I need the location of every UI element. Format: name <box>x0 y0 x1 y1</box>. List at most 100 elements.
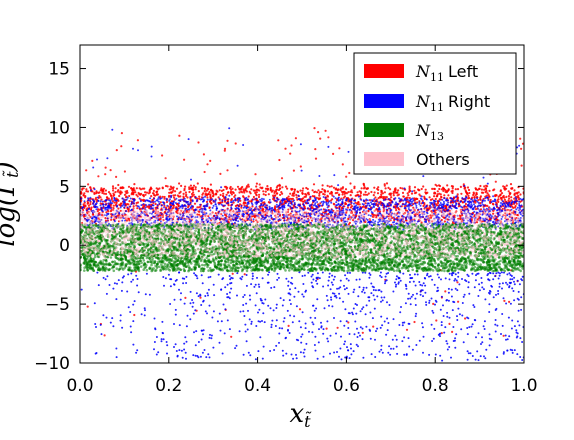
point-n11-right <box>447 201 450 204</box>
point-n11-left <box>254 173 257 176</box>
point-n11-left <box>172 194 175 197</box>
point-n11-right <box>493 200 495 203</box>
point-n11-left <box>340 219 343 222</box>
point-n11-right <box>263 202 266 205</box>
point-n11-right <box>202 205 205 208</box>
point-n11-right <box>411 277 414 279</box>
point-n11-right <box>368 299 371 302</box>
point-n11-right <box>239 310 242 313</box>
point-n11-right <box>333 317 335 319</box>
point-n11-left <box>141 199 144 202</box>
point-n11-right <box>322 196 325 198</box>
point-n11-right <box>481 336 483 339</box>
point-n11-right <box>392 221 394 224</box>
point-n11-left <box>185 217 188 220</box>
point-n11-left <box>292 169 295 172</box>
point-n11-left <box>164 177 167 180</box>
point-n11-left <box>152 192 155 195</box>
point-n11-right <box>328 272 331 275</box>
point-n11-left <box>294 137 297 140</box>
point-n11-right <box>433 327 436 330</box>
point-n11-right <box>462 198 465 201</box>
point-n11-left <box>88 214 91 217</box>
point-n11-right <box>363 291 366 294</box>
point-n11-right <box>477 202 480 204</box>
point-n11-left <box>91 159 94 162</box>
point-n11-left <box>373 191 376 194</box>
point-n11-left <box>324 189 327 192</box>
point-n11-left <box>136 139 139 142</box>
point-n11-right <box>196 277 199 280</box>
point-n11-left <box>286 187 289 190</box>
point-n11-right <box>259 320 262 323</box>
point-n11-left <box>232 201 235 204</box>
point-n11-right <box>450 288 453 291</box>
point-n11-left <box>163 195 166 199</box>
point-n11-right <box>281 206 284 208</box>
point-n11-right <box>314 198 317 201</box>
point-n11-left <box>290 187 293 191</box>
point-n11-left <box>337 193 341 196</box>
point-n11-right <box>129 197 132 200</box>
point-n11-right <box>396 205 399 208</box>
point-n11-right <box>194 208 197 211</box>
point-n11-right <box>97 200 100 202</box>
point-n11-right <box>481 286 484 289</box>
point-n11-right <box>332 195 335 198</box>
point-n11-left <box>508 300 511 303</box>
point-n11-right <box>318 204 321 207</box>
point-n11-right <box>356 208 359 211</box>
point-n11-right <box>197 341 200 343</box>
point-n11-right <box>357 295 360 298</box>
point-n11-left <box>215 189 218 192</box>
point-n11-right <box>255 292 258 295</box>
point-n11-right <box>456 289 459 292</box>
point-n11-left <box>504 217 507 220</box>
point-n11-left <box>408 187 411 190</box>
point-n11-right <box>298 210 301 213</box>
point-n11-left <box>319 197 322 200</box>
point-n11-right <box>82 206 85 209</box>
point-n11-left <box>326 184 329 187</box>
point-n11-right <box>455 207 458 210</box>
point-n11-left <box>280 177 284 180</box>
point-n11-left <box>465 191 468 194</box>
point-n11-right <box>203 349 206 351</box>
point-n11-left <box>127 217 131 220</box>
point-n11-right <box>369 214 372 217</box>
point-n11-right <box>289 281 292 284</box>
point-n11-right <box>455 202 458 205</box>
point-n11-right <box>137 291 140 294</box>
point-n11-right <box>155 199 158 202</box>
point-n11-left <box>242 188 245 191</box>
point-n11-right <box>326 320 329 323</box>
point-n11-right <box>490 338 493 341</box>
point-n11-left <box>435 319 438 322</box>
point-n11-right <box>351 311 354 314</box>
point-n11-right <box>268 198 271 201</box>
point-n11-right <box>107 213 110 216</box>
point-n11-left <box>503 299 506 302</box>
point-n11-left <box>178 134 181 137</box>
point-n11-right <box>121 281 124 284</box>
point-n11-left <box>112 187 115 190</box>
point-n11-left <box>148 190 151 193</box>
point-n11-left <box>433 192 436 195</box>
point-n11-left <box>252 220 255 223</box>
point-n11-right <box>348 200 351 202</box>
point-n11-left <box>107 191 111 194</box>
point-n11-right <box>132 343 135 346</box>
point-n11-right <box>378 201 381 204</box>
point-n11-right <box>377 208 380 211</box>
point-n11-right <box>270 286 273 289</box>
point-n11-right <box>350 198 353 201</box>
point-n11-right <box>208 336 211 339</box>
point-n11-right <box>372 218 375 221</box>
point-n11-right <box>197 295 200 298</box>
point-n11-left <box>156 210 159 213</box>
point-n11-left <box>94 198 97 201</box>
point-n11-right <box>261 320 263 322</box>
point-n11-right <box>178 202 180 205</box>
point-n11-right <box>236 294 238 297</box>
point-n11-right <box>283 219 286 222</box>
